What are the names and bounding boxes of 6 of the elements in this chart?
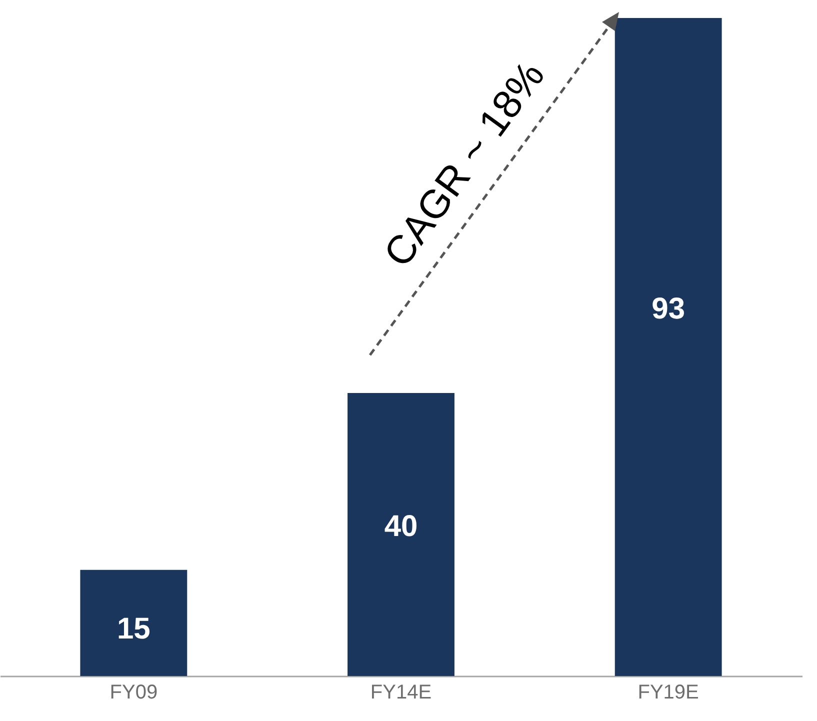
data-label: 93 <box>652 292 686 326</box>
x-tick-label: FY14E <box>370 682 432 704</box>
x-tick-label: FY19E <box>638 682 699 704</box>
data-label: 40 <box>384 510 418 543</box>
data-label: 15 <box>116 612 150 646</box>
x-tick-label: FY09 <box>110 682 158 704</box>
